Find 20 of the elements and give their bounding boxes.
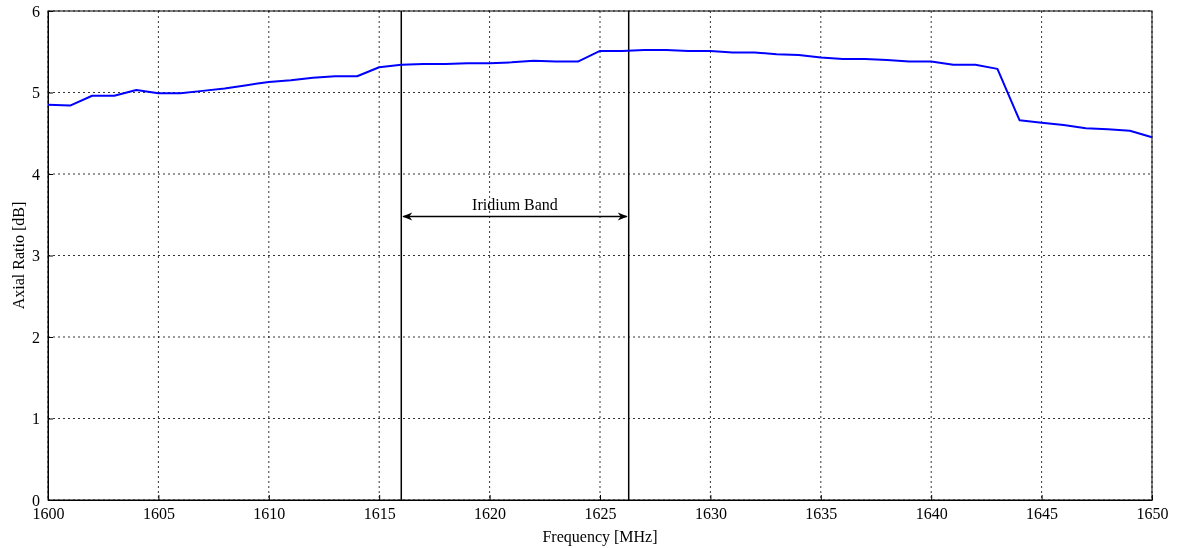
y-tick-label: 5 — [32, 84, 40, 102]
x-tick-label: 1650 — [1136, 505, 1169, 523]
y-tick-label: 6 — [32, 2, 40, 20]
y-tick-label: 4 — [32, 165, 40, 183]
y-tick-label: 2 — [32, 328, 40, 346]
x-tick-label: 1615 — [363, 505, 396, 523]
annotation: Iridium Band — [472, 196, 558, 214]
x-tick-label: 1610 — [253, 505, 286, 523]
x-axis-title: Frequency [MHz] — [542, 528, 658, 546]
y-axis-title: Axial Ratio [dB] — [10, 201, 27, 310]
x-tick-label: 1620 — [474, 505, 507, 523]
x-tick-label: 1645 — [1026, 505, 1059, 523]
x-tick-label: 1640 — [915, 505, 948, 523]
x-tick-label: 1630 — [694, 505, 727, 523]
x-tick-label: 1625 — [584, 505, 617, 523]
y-tick-label: 1 — [32, 410, 40, 428]
x-tick-label: 1605 — [142, 505, 175, 523]
line-series — [47, 49, 1153, 139]
x-tick-label: 1635 — [805, 505, 838, 523]
y-tick-label: 3 — [32, 247, 40, 265]
